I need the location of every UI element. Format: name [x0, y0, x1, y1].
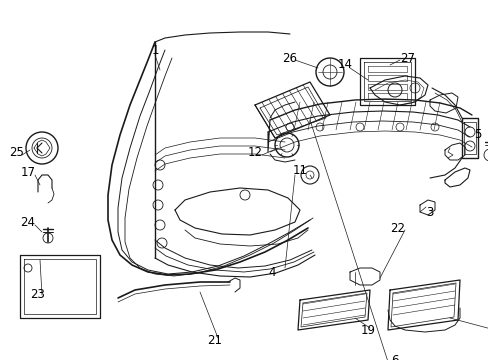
- Text: 5: 5: [473, 129, 481, 141]
- Text: 21: 21: [207, 333, 222, 346]
- Text: 26: 26: [282, 51, 297, 64]
- Text: 17: 17: [20, 166, 36, 179]
- Text: 6: 6: [390, 354, 398, 360]
- Text: 4: 4: [268, 266, 275, 279]
- Text: 11: 11: [292, 163, 307, 176]
- Text: 27: 27: [400, 51, 415, 64]
- Text: 25: 25: [10, 145, 24, 158]
- Text: 3: 3: [426, 206, 433, 219]
- Text: 19: 19: [360, 324, 375, 337]
- Text: 1: 1: [151, 44, 159, 57]
- Text: 23: 23: [30, 288, 45, 302]
- Text: 22: 22: [390, 221, 405, 234]
- Text: 14: 14: [337, 58, 352, 72]
- Text: 24: 24: [20, 216, 36, 229]
- Text: 12: 12: [247, 145, 262, 158]
